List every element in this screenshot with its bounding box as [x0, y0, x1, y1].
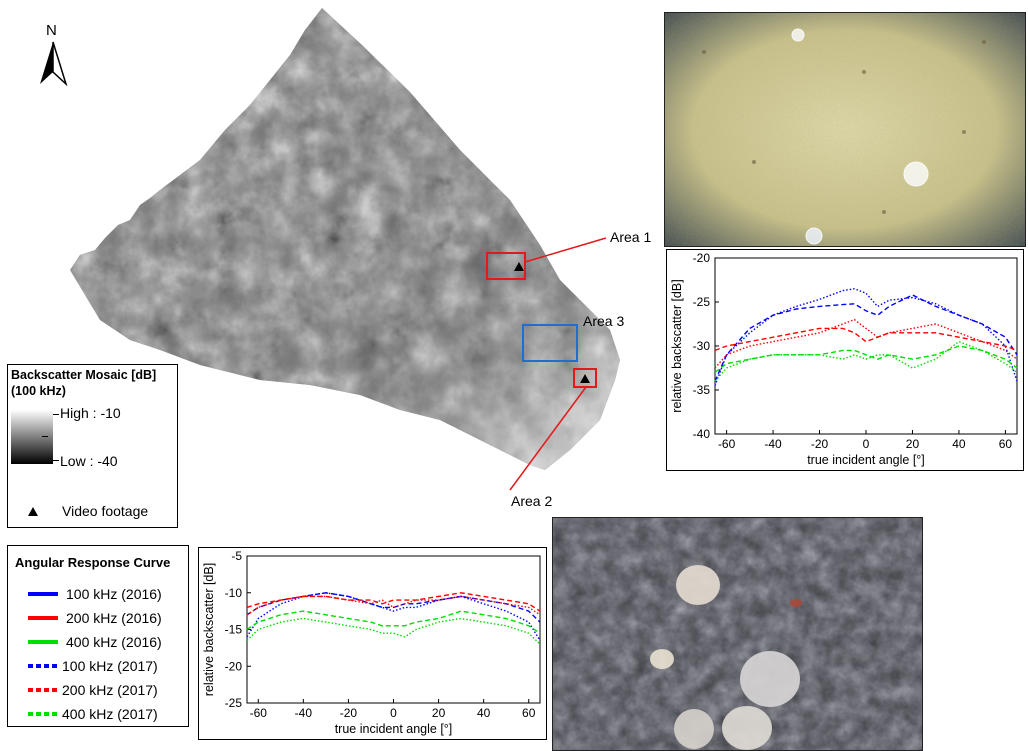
arc-legend-label: 400 kHz (2017): [62, 706, 158, 722]
arc-legend-title: Angular Response Curve: [15, 555, 171, 570]
arc-legend-label: 100 kHz (2016): [66, 586, 162, 602]
y-tick-label: -10: [225, 586, 243, 600]
arc-legend-swatch: [28, 664, 58, 668]
y-tick-label: -15: [225, 623, 243, 637]
series-line: [714, 318, 1018, 369]
legend-high-label: High : -10: [60, 405, 121, 421]
series-line: [246, 610, 541, 634]
arc-legend-label: 200 kHz (2017): [62, 682, 158, 698]
arc-legend-swatch: [28, 592, 58, 596]
arc-legend-swatch: [28, 688, 58, 692]
gradient-tick-top: [53, 414, 59, 415]
series-line: [246, 595, 541, 616]
x-tick-label: 40: [477, 706, 491, 720]
y-tick-label: -5: [231, 549, 242, 563]
arc-legend-label: 100 kHz (2017): [62, 658, 158, 674]
arc-legend-swatch: [28, 640, 58, 644]
arc-chart-area1: -60 -40 -20 0 20 40 60 -20 -25 -30 -35 -40 true inci…: [670, 251, 1018, 467]
legend-subtitle: (100 kHz): [11, 384, 66, 398]
series-line: [714, 327, 1018, 352]
gradient-swatch: [11, 410, 53, 464]
legend-title: Backscatter Mosaic [dB]: [11, 368, 157, 382]
x-tick-label: -20: [811, 437, 829, 451]
x-tick-label: 60: [522, 706, 536, 720]
north-label: N: [46, 22, 57, 39]
x-axis-label: true incident angle [°]: [335, 722, 453, 736]
north-arrow: N: [36, 22, 70, 86]
y-tick-label: -30: [693, 339, 711, 353]
series-line: [246, 592, 541, 612]
gradient-tick-mid: [42, 436, 48, 437]
series-line: [246, 592, 541, 641]
series-line: [714, 288, 1018, 386]
arc-chart-area1-frame: -60 -40 -20 0 20 40 60 -20 -25 -30 -35 -40 true inci…: [666, 249, 1024, 471]
area2-video-marker-icon: [580, 374, 590, 383]
x-tick-label: 20: [432, 706, 446, 720]
y-tick-label: -35: [693, 383, 711, 397]
series-line: [714, 340, 1018, 382]
y-axis-label: relative backscatter [dB]: [670, 279, 684, 412]
area2-label: Area 2: [511, 493, 553, 509]
x-tick-label: -20: [340, 706, 358, 720]
area3-box: [522, 324, 578, 362]
legend-low-label: Low : -40: [60, 453, 118, 469]
series-line: [246, 617, 541, 645]
y-tick-label: -25: [693, 295, 711, 309]
plot-area: [714, 257, 1018, 435]
x-tick-label: 0: [863, 437, 870, 451]
y-tick-label: -25: [225, 696, 243, 710]
area1-box: [486, 252, 526, 280]
arc-chart-area2: -60 -40 -20 0 20 40 60 -5 -10 -15 -20 -25 true incid…: [202, 549, 541, 736]
x-tick-label: -40: [295, 706, 313, 720]
x-tick-label: 0: [390, 706, 397, 720]
arc-legend-swatch: [28, 616, 58, 620]
arc-legend-label: 400 kHz (2016): [66, 634, 162, 650]
x-tick-label: 60: [999, 437, 1013, 451]
area1-video-marker-icon: [514, 262, 524, 271]
x-axis-label: true incident angle [°]: [807, 453, 925, 467]
area3-label: Area 3: [583, 313, 625, 329]
series-line: [714, 345, 1018, 373]
plot-area: [246, 555, 541, 704]
x-tick-label: 20: [906, 437, 920, 451]
y-tick-label: -20: [225, 659, 243, 673]
x-tick-label: 40: [952, 437, 966, 451]
arc-chart-area2-frame: -60 -40 -20 0 20 40 60 -5 -10 -15 -20 -25 true incid…: [198, 547, 547, 740]
y-tick-label: -40: [693, 427, 711, 441]
north-arrow-icon: [40, 41, 68, 86]
arc-legend-swatch: [28, 712, 58, 716]
x-tick-label: -60: [250, 706, 268, 720]
gradient-tick-bottom: [53, 460, 59, 461]
legend-video-label: Video footage: [62, 503, 149, 519]
x-tick-label: -40: [764, 437, 782, 451]
y-tick-label: -20: [693, 251, 711, 265]
y-axis-label: relative backscatter [dB]: [202, 563, 216, 696]
area1-label: Area 1: [610, 229, 652, 245]
video-footage-icon: [28, 507, 38, 516]
x-tick-label: -60: [718, 437, 736, 451]
seafloor-photo-area2: [552, 517, 923, 751]
series-line: [246, 592, 541, 623]
arc-legend: Angular Response Curve 100 kHz (2016) 200…: [7, 545, 189, 727]
arc-legend-label: 200 kHz (2016): [66, 610, 162, 626]
series-line: [714, 294, 1018, 382]
backscatter-legend: Backscatter Mosaic [dB] (100 kHz) High :…: [7, 364, 178, 528]
seafloor-photo-area1: [664, 12, 1026, 247]
